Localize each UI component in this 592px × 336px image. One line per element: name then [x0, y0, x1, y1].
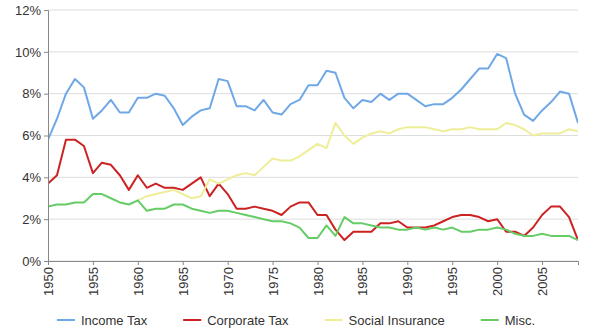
x-tick: 1960: [131, 261, 146, 296]
legend-item: Misc.: [481, 313, 535, 328]
x-tick: 1955: [86, 261, 101, 296]
x-tick-label: 1955: [86, 267, 101, 296]
x-tick-mark: [317, 261, 318, 265]
x-tick-mark: [362, 261, 363, 265]
x-tick-mark: [138, 261, 139, 265]
y-tick-label: 8%: [22, 86, 41, 101]
y-tick-mark: [44, 94, 48, 95]
legend-swatch: [183, 319, 201, 321]
y-tick: 4%: [22, 170, 48, 185]
y-tick-label: 6%: [22, 128, 41, 143]
x-axis-line: [49, 262, 579, 266]
x-tick-label: 1965: [176, 267, 191, 296]
chart: 0% 2% 4% 6% 8% 10% 12% 1950 1955 1960 1965 1970 1975…: [0, 0, 592, 336]
legend-label: Misc.: [505, 313, 535, 328]
y-tick-label: 2%: [22, 212, 41, 227]
legend-label: Income Tax: [81, 313, 148, 328]
y-axis: 0% 2% 4% 6% 8% 10% 12%: [15, 3, 49, 269]
y-tick: 10%: [15, 44, 48, 59]
x-axis: 1950 1955 1960 1965 1970 1975 1980 1985 1990 1995…: [41, 261, 578, 296]
y-axis-line: [44, 11, 49, 262]
y-tick: 6%: [22, 128, 48, 143]
series-line: [138, 123, 578, 200]
grid: [48, 10, 578, 261]
x-tick: 2000: [490, 261, 505, 296]
y-tick-mark: [44, 136, 48, 137]
grid-line: [48, 135, 578, 136]
legend-item: Income Tax: [57, 313, 148, 328]
x-tick-mark: [407, 261, 408, 265]
x-tick-mark: [48, 261, 49, 265]
legend-label: Social Insurance: [349, 313, 445, 328]
x-tick-mark: [497, 261, 498, 265]
legend-swatch: [481, 319, 499, 321]
x-tick: 1985: [355, 261, 370, 296]
y-tick: 0%: [22, 254, 48, 269]
y-tick-label: 4%: [22, 170, 41, 185]
y-tick-mark: [44, 52, 48, 53]
x-tick: 1970: [221, 261, 236, 296]
x-tick: 1980: [311, 261, 326, 296]
x-tick-mark: [452, 261, 453, 265]
plot: 0% 2% 4% 6% 8% 10% 12% 1950 1955 1960 1965 1970 1975…: [15, 3, 579, 296]
x-tick-label: 1985: [355, 267, 370, 296]
y-tick-mark: [44, 177, 48, 178]
x-tick-label: 2000: [490, 267, 505, 296]
legend-swatch: [57, 319, 75, 321]
legend-swatch: [325, 319, 343, 321]
grid-line: [48, 93, 578, 94]
x-tick: 1990: [400, 261, 415, 296]
x-tick: 2005: [535, 261, 550, 296]
x-tick-mark: [542, 261, 543, 265]
grid-line: [48, 51, 578, 52]
x-tick-label: 1995: [445, 267, 460, 296]
series-line: [48, 140, 578, 240]
x-tick-label: 1970: [221, 267, 236, 296]
y-tick-label: 0%: [22, 254, 41, 269]
y-tick: 8%: [22, 86, 48, 101]
series-line: [48, 194, 578, 240]
y-tick: 12%: [15, 3, 48, 18]
series-line: [48, 54, 578, 140]
x-tick: 1950: [41, 261, 56, 296]
x-tick-mark: [228, 261, 229, 265]
x-tick-label: 1950: [41, 267, 56, 296]
x-tick-mark: [93, 261, 94, 265]
x-tick: 1965: [176, 261, 191, 296]
x-tick-label: 1960: [131, 267, 146, 296]
legend: Income Tax Corporate Tax Social Insurance M…: [57, 313, 535, 328]
x-tick: 1975: [266, 261, 281, 296]
legend-item: Social Insurance: [325, 313, 445, 328]
series-lines: [48, 54, 578, 240]
y-tick-mark: [44, 219, 48, 220]
y-tick-label: 12%: [15, 3, 41, 18]
grid-line: [48, 177, 578, 178]
x-tick-label: 1990: [400, 267, 415, 296]
x-tick-label: 2005: [535, 267, 550, 296]
x-tick: 1995: [445, 261, 460, 296]
y-tick: 2%: [22, 212, 48, 227]
x-tick-mark: [183, 261, 184, 265]
y-tick-mark: [44, 261, 48, 262]
grid-line: [48, 10, 578, 11]
y-tick-mark: [44, 10, 48, 11]
x-tick-label: 1975: [266, 267, 281, 296]
x-tick-mark: [273, 261, 274, 265]
legend-item: Corporate Tax: [183, 313, 289, 328]
x-tick-label: 1980: [311, 267, 326, 296]
legend-label: Corporate Tax: [207, 313, 289, 328]
y-tick-label: 10%: [15, 44, 41, 59]
